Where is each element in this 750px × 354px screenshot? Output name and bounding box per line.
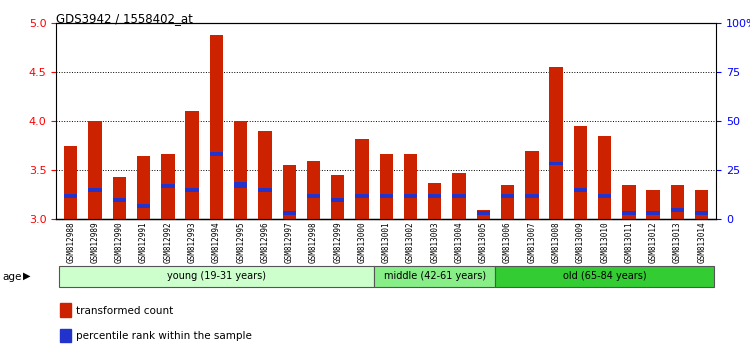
Bar	[646, 190, 660, 219]
Bar	[525, 151, 538, 219]
Text: middle (42-61 years): middle (42-61 years)	[384, 272, 486, 281]
Bar	[550, 161, 562, 165]
Bar	[574, 188, 587, 192]
Bar	[59, 329, 71, 342]
Text: GSM812988: GSM812988	[66, 222, 75, 263]
Bar	[374, 266, 496, 287]
Bar	[234, 121, 248, 219]
Text: GSM813014: GSM813014	[698, 222, 706, 263]
Bar	[452, 173, 466, 219]
Bar	[307, 161, 320, 219]
Text: percentile rank within the sample: percentile rank within the sample	[76, 331, 252, 341]
Bar	[137, 156, 150, 219]
Text: GDS3942 / 1558402_at: GDS3942 / 1558402_at	[56, 12, 194, 25]
Bar	[185, 188, 199, 192]
Text: GSM813008: GSM813008	[551, 222, 560, 263]
Text: GSM813009: GSM813009	[576, 222, 585, 263]
Bar	[307, 194, 320, 198]
Bar	[210, 152, 223, 156]
Bar	[622, 185, 635, 219]
Bar	[283, 165, 296, 219]
Bar	[88, 121, 102, 219]
Bar	[496, 266, 714, 287]
Bar	[501, 185, 515, 219]
Text: GSM812992: GSM812992	[164, 222, 172, 263]
Bar	[452, 194, 466, 198]
Bar	[234, 182, 248, 188]
Text: ▶: ▶	[22, 271, 30, 281]
Bar	[404, 154, 417, 219]
Bar	[404, 194, 417, 198]
Bar	[356, 139, 369, 219]
Text: GSM812996: GSM812996	[260, 222, 269, 263]
Bar	[210, 35, 223, 219]
Bar	[58, 266, 374, 287]
Bar	[525, 194, 538, 198]
Bar	[695, 211, 708, 215]
Bar	[598, 136, 611, 219]
Bar	[59, 303, 71, 317]
Text: GSM813004: GSM813004	[454, 222, 464, 263]
Text: GSM813006: GSM813006	[503, 222, 512, 263]
Bar	[380, 154, 393, 219]
Bar	[64, 194, 77, 198]
Bar	[622, 211, 635, 215]
Bar	[501, 194, 515, 198]
Text: GSM813002: GSM813002	[406, 222, 415, 263]
Bar	[137, 204, 150, 208]
Bar	[670, 185, 684, 219]
Bar	[112, 198, 126, 202]
Text: GSM812991: GSM812991	[139, 222, 148, 263]
Bar	[380, 194, 393, 198]
Text: GSM813003: GSM813003	[430, 222, 439, 263]
Bar	[331, 198, 344, 202]
Text: young (19-31 years): young (19-31 years)	[167, 272, 266, 281]
Text: GSM812999: GSM812999	[333, 222, 342, 263]
Text: GSM812990: GSM812990	[115, 222, 124, 263]
Bar	[428, 183, 442, 219]
Bar	[185, 112, 199, 219]
Text: GSM813011: GSM813011	[625, 222, 634, 263]
Bar	[283, 211, 296, 215]
Text: GSM812995: GSM812995	[236, 222, 245, 263]
Bar	[646, 211, 660, 215]
Text: GSM813010: GSM813010	[600, 222, 609, 263]
Text: GSM812994: GSM812994	[212, 222, 221, 263]
Text: age: age	[2, 272, 22, 282]
Bar	[64, 146, 77, 219]
Text: GSM812998: GSM812998	[309, 222, 318, 263]
Bar	[670, 208, 684, 212]
Text: GSM813013: GSM813013	[673, 222, 682, 263]
Text: GSM813001: GSM813001	[382, 222, 391, 263]
Bar	[161, 154, 175, 219]
Text: GSM813007: GSM813007	[527, 222, 536, 263]
Bar	[258, 131, 272, 219]
Bar	[477, 211, 490, 215]
Bar	[112, 177, 126, 219]
Bar	[574, 126, 587, 219]
Text: GSM813012: GSM813012	[649, 222, 658, 263]
Text: GSM813005: GSM813005	[478, 222, 488, 263]
Bar	[428, 194, 442, 198]
Bar	[550, 67, 562, 219]
Bar	[161, 184, 175, 188]
Text: GSM812997: GSM812997	[285, 222, 294, 263]
Text: GSM812989: GSM812989	[91, 222, 100, 263]
Text: GSM813000: GSM813000	[358, 222, 367, 263]
Bar	[598, 194, 611, 198]
Text: old (65-84 years): old (65-84 years)	[562, 272, 646, 281]
Text: GSM812993: GSM812993	[188, 222, 196, 263]
Bar	[477, 210, 490, 219]
Bar	[695, 190, 708, 219]
Bar	[356, 194, 369, 198]
Bar	[88, 188, 102, 192]
Text: transformed count: transformed count	[76, 306, 173, 316]
Bar	[258, 188, 272, 192]
Bar	[331, 175, 344, 219]
